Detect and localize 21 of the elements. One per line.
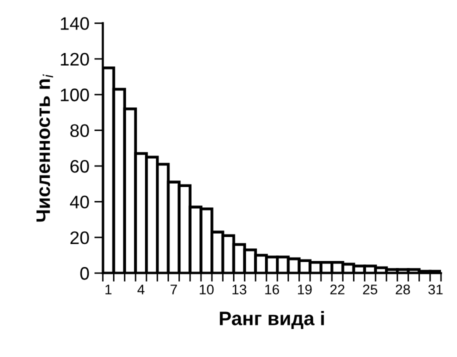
x-tick-label: 16 xyxy=(265,284,280,294)
x-tick-label: 13 xyxy=(232,284,246,294)
y-tick-label: 120 xyxy=(60,52,89,66)
x-tick-label: 28 xyxy=(396,284,410,294)
y-tick-label: 100 xyxy=(60,88,89,102)
x-tick-label: 4 xyxy=(137,284,144,294)
y-tick-label: 140 xyxy=(60,17,89,30)
y-tick-label: 20 xyxy=(70,231,89,244)
x-tick-label: 31 xyxy=(428,284,443,294)
x-tick-label: 19 xyxy=(298,284,312,294)
x-tick-label: 1 xyxy=(105,284,112,294)
y-axis-title: Численность n$_{i}$ xyxy=(36,74,54,222)
x-tick-label: 10 xyxy=(200,284,214,294)
x-tick-label: 22 xyxy=(330,284,344,294)
y-tick-label: 60 xyxy=(70,160,89,173)
y-tick-label: 40 xyxy=(70,196,89,208)
x-axis-title: Ранг вида i xyxy=(220,311,324,330)
x-tick-label: 7 xyxy=(170,284,177,294)
y-tick-label: 0 xyxy=(80,267,89,280)
y-tick-label: 80 xyxy=(70,124,89,138)
x-tick-label: 25 xyxy=(363,284,378,294)
